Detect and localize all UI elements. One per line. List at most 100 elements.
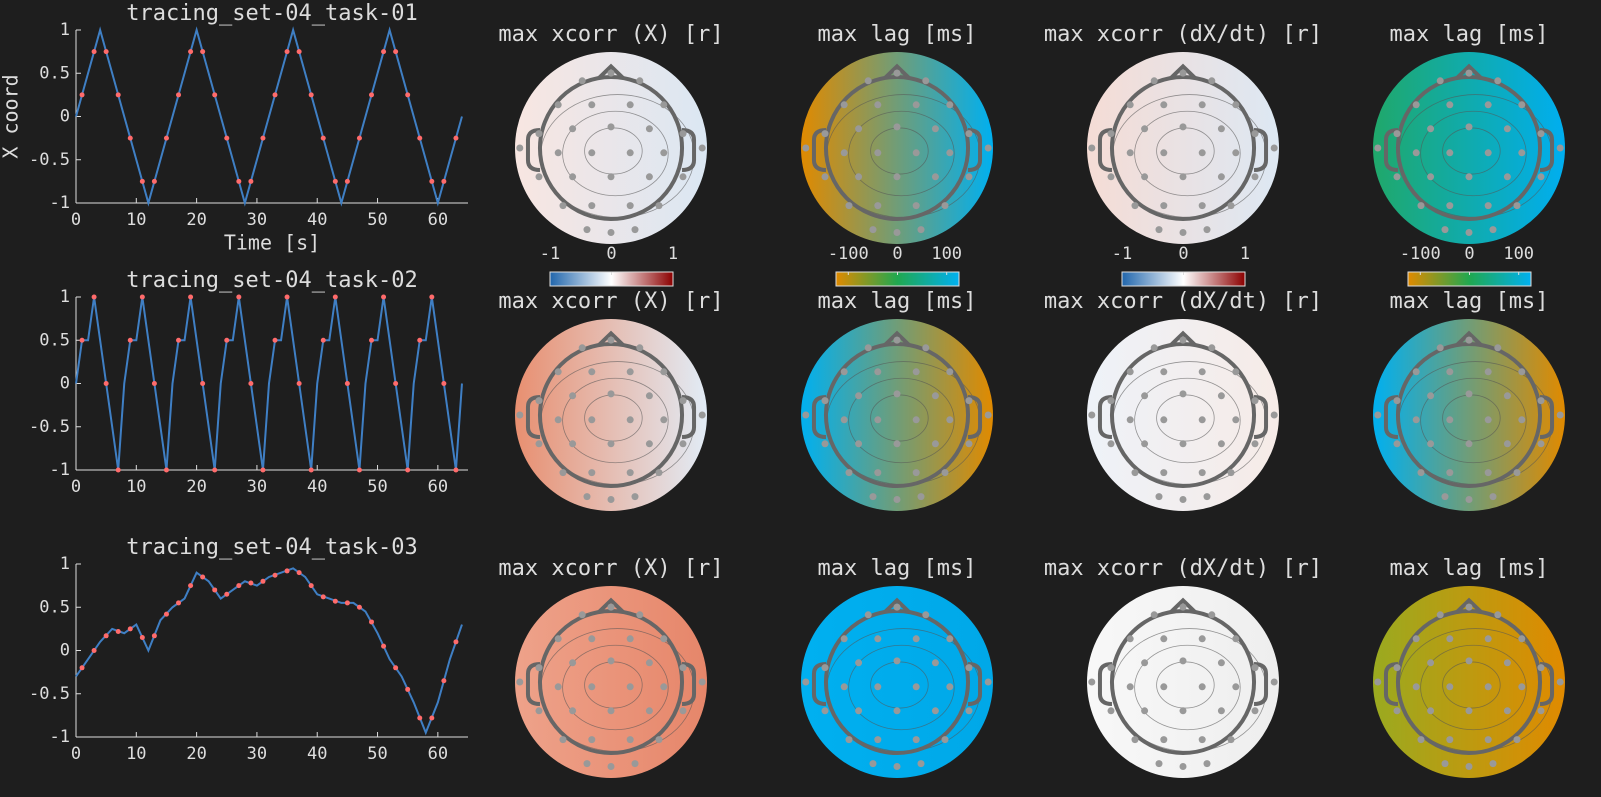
electrode <box>855 707 863 715</box>
electrode <box>1427 707 1435 715</box>
electrode <box>1446 736 1454 744</box>
plot-title: max lag [ms] <box>1390 556 1549 581</box>
electrode <box>1441 226 1449 234</box>
electrode <box>1494 611 1502 619</box>
electrode <box>1489 226 1497 234</box>
electrode <box>660 635 668 643</box>
y-tick-label: 1 <box>60 287 70 307</box>
x-tick-label: 60 <box>428 477 448 497</box>
electrode <box>578 77 586 85</box>
electrode <box>1217 707 1225 715</box>
electrode <box>1126 683 1134 691</box>
sample-dot <box>127 135 133 141</box>
electrode <box>607 707 615 715</box>
sample-dot <box>212 92 218 98</box>
electrode <box>1160 469 1168 477</box>
scalp-map <box>801 52 993 244</box>
trace-line <box>75 296 463 471</box>
electrode <box>1251 397 1259 405</box>
sample-dot <box>236 178 242 184</box>
sample-dot <box>212 587 218 593</box>
plot-title: max xcorr (dX/dt) [r] <box>1044 289 1322 314</box>
scalp-map <box>1373 319 1565 511</box>
electrode <box>1232 635 1240 643</box>
electrode <box>1441 493 1449 501</box>
electrode <box>965 130 973 138</box>
electrode <box>1489 760 1497 768</box>
electrode <box>559 469 567 477</box>
electrode <box>1374 411 1382 419</box>
x-tick-label: 0 <box>71 477 81 497</box>
electrode <box>802 144 810 152</box>
electrode <box>698 678 706 686</box>
electrode <box>1412 368 1420 376</box>
sample-dot <box>200 574 206 580</box>
sample-dot <box>381 294 387 300</box>
electrode <box>607 123 615 131</box>
electrode <box>946 149 954 157</box>
electrode <box>912 149 920 157</box>
electrode <box>1393 173 1401 181</box>
electrode <box>893 69 901 77</box>
contour <box>1134 377 1241 464</box>
electrode <box>1179 762 1187 770</box>
scalp-map <box>515 586 707 778</box>
electrode <box>631 493 639 501</box>
electrode <box>569 125 577 133</box>
electrode <box>802 411 810 419</box>
sample-dot <box>260 135 266 141</box>
sample-dot <box>296 49 302 55</box>
electrode <box>1208 344 1216 352</box>
electrode <box>1160 368 1168 376</box>
electrode <box>1251 707 1259 715</box>
x-tick-label: 40 <box>307 210 327 230</box>
sample-dot <box>320 594 326 600</box>
electrode <box>1465 657 1473 665</box>
chart-title: tracing_set-04_task-02 <box>126 268 417 293</box>
sample-dot <box>308 583 314 589</box>
electrode <box>583 226 591 234</box>
electrode <box>1446 368 1454 376</box>
electrode <box>631 226 639 234</box>
head-outline <box>1395 74 1543 222</box>
electrode <box>1141 125 1149 133</box>
sample-dot <box>417 337 423 343</box>
electrode <box>1150 77 1158 85</box>
electrode <box>917 760 925 768</box>
electrode <box>607 762 615 770</box>
sample-dot <box>127 626 133 632</box>
electrode <box>931 440 939 448</box>
electrode <box>840 368 848 376</box>
y-tick-label: 1 <box>60 554 70 574</box>
electrode <box>1446 469 1454 477</box>
electrode <box>569 173 577 181</box>
electrode <box>1232 416 1240 424</box>
electrode <box>1126 368 1134 376</box>
ear <box>1383 662 1399 706</box>
electrode <box>1126 101 1134 109</box>
y-tick-label: 0.5 <box>39 330 70 350</box>
colorbar-tick-label: 100 <box>931 244 962 264</box>
electrode <box>1107 397 1115 405</box>
electrode <box>855 392 863 400</box>
electrode <box>1417 202 1425 210</box>
electrode <box>1141 707 1149 715</box>
sample-dot <box>332 598 338 604</box>
nose <box>1455 330 1483 347</box>
electrode <box>535 707 543 715</box>
ear <box>811 662 827 706</box>
electrode <box>931 659 939 667</box>
electrode <box>535 173 543 181</box>
x-tick-label: 30 <box>247 477 267 497</box>
x-tick-label: 60 <box>428 210 448 230</box>
electrode <box>588 101 596 109</box>
sample-dot <box>320 337 326 343</box>
electrode <box>1393 664 1401 672</box>
electrode <box>583 493 591 501</box>
electrode <box>1436 344 1444 352</box>
electrode <box>840 149 848 157</box>
electrode <box>1503 125 1511 133</box>
electrode <box>645 659 653 667</box>
sample-dot <box>200 381 206 386</box>
electrode <box>1412 101 1420 109</box>
